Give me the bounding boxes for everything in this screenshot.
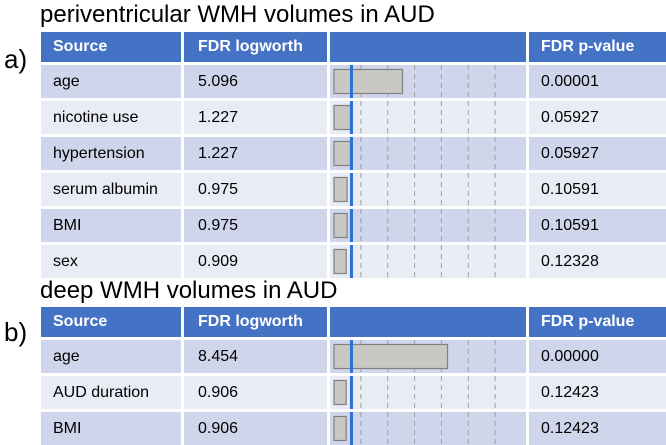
bar-plot	[333, 209, 496, 242]
bar-plot	[333, 65, 496, 98]
bar-cell	[330, 340, 526, 373]
header-logworth: FDR logworth	[184, 32, 327, 62]
bar-cell	[330, 101, 526, 134]
source-cell: serum albumin	[41, 173, 181, 206]
bar-plot	[333, 340, 496, 373]
panel-label: b)	[4, 317, 28, 347]
header-bar	[330, 32, 526, 62]
logworth-cell: 8.454	[184, 340, 327, 373]
bar-plot	[333, 137, 496, 170]
panel-title: deep WMH volumes in AUD	[40, 277, 338, 304]
bar-cell	[330, 173, 526, 206]
results-table: Source FDR logworth FDR p-value age 5.096…	[41, 32, 666, 278]
header-bar	[330, 307, 526, 337]
bar-plot	[333, 173, 496, 206]
logworth-cell: 1.227	[184, 101, 327, 134]
results-table: Source FDR logworth FDR p-value age 8.454…	[41, 307, 666, 445]
logworth-cell: 1.227	[184, 137, 327, 170]
pvalue-cell: 0.12328	[529, 245, 666, 278]
source-cell: BMI	[41, 209, 181, 242]
bar-plot	[333, 376, 496, 409]
bar-cell	[330, 209, 526, 242]
source-cell: AUD duration	[41, 376, 181, 409]
pvalue-cell: 0.10591	[529, 173, 666, 206]
logworth-bar	[333, 140, 352, 167]
bar-plot	[333, 101, 496, 134]
source-cell: hypertension	[41, 137, 181, 170]
logworth-cell: 0.909	[184, 245, 327, 278]
source-cell: age	[41, 65, 181, 98]
bar-plot	[333, 245, 496, 278]
logworth-bar	[333, 68, 404, 95]
header-pvalue: FDR p-value	[529, 307, 666, 337]
source-cell: nicotine use	[41, 101, 181, 134]
panel-deep: deep WMH volumes in AUD b) Source FDR lo…	[0, 277, 666, 445]
pvalue-cell: 0.00001	[529, 65, 666, 98]
source-cell: age	[41, 340, 181, 373]
header-logworth: FDR logworth	[184, 307, 327, 337]
pvalue-cell: 0.05927	[529, 137, 666, 170]
panel-label: a)	[4, 44, 28, 74]
panel-title: periventricular WMH volumes in AUD	[40, 1, 435, 28]
header-source: Source	[41, 307, 181, 337]
logworth-cell: 0.975	[184, 209, 327, 242]
pvalue-cell: 0.00000	[529, 340, 666, 373]
logworth-bar	[333, 248, 347, 275]
bar-plot	[333, 412, 496, 445]
bar-cell	[330, 412, 526, 445]
header-pvalue: FDR p-value	[529, 32, 666, 62]
logworth-bar	[333, 176, 348, 203]
pvalue-cell: 0.12423	[529, 376, 666, 409]
bar-cell	[330, 376, 526, 409]
logworth-cell: 5.096	[184, 65, 327, 98]
pvalue-cell: 0.10591	[529, 209, 666, 242]
pvalue-cell: 0.12423	[529, 412, 666, 445]
logworth-bar	[333, 104, 352, 131]
header-source: Source	[41, 32, 181, 62]
source-cell: BMI	[41, 412, 181, 445]
logworth-bar	[333, 415, 347, 442]
logworth-cell: 0.906	[184, 376, 327, 409]
source-cell: sex	[41, 245, 181, 278]
panel-periventricular: periventricular WMH volumes in AUD a) So…	[4, 1, 666, 278]
logworth-cell: 0.906	[184, 412, 327, 445]
bar-cell	[330, 65, 526, 98]
logworth-bar	[333, 212, 348, 239]
logworth-cell: 0.975	[184, 173, 327, 206]
pvalue-cell: 0.05927	[529, 101, 666, 134]
logworth-bar	[333, 379, 347, 406]
bar-cell	[330, 245, 526, 278]
bar-cell	[330, 137, 526, 170]
